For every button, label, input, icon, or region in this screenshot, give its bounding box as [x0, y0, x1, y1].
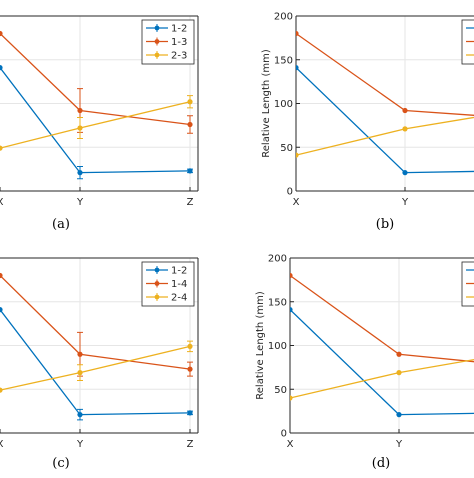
x-tick-label: X — [287, 439, 294, 450]
series-line — [0, 309, 191, 416]
series-line — [296, 32, 474, 116]
data-point — [396, 412, 402, 418]
y-tick-label: 50 — [280, 143, 293, 154]
legend-label: 1-3 — [171, 37, 187, 48]
caption-c: (c) — [52, 456, 70, 471]
data-point — [296, 30, 299, 37]
series-group — [0, 30, 193, 180]
series-group — [0, 272, 193, 421]
chart-panel-4: 0 50 100 150 200 Relative Length (mm) X Y — [255, 254, 474, 450]
x-tick-label: Y — [401, 197, 409, 208]
legend: 1-2 1-3 2-3 — [141, 19, 195, 65]
x-tick-label: X — [0, 197, 4, 208]
data-point — [187, 121, 193, 128]
legend-label: 1-2 — [171, 24, 187, 35]
data-point — [77, 170, 83, 176]
data-point — [396, 351, 402, 357]
series-line — [0, 101, 191, 149]
series-line — [0, 345, 191, 391]
axes-frame — [0, 15, 199, 192]
data-point — [0, 272, 3, 279]
series-line — [290, 358, 474, 399]
data-point — [402, 107, 408, 114]
series-group — [290, 272, 474, 418]
x-tick-label: Y — [76, 439, 84, 450]
data-point — [296, 65, 299, 71]
series-group — [296, 30, 474, 176]
y-tick-label: 150 — [268, 297, 287, 308]
x-tick-label: Y — [76, 197, 84, 208]
y-tick-label: 0 — [281, 429, 287, 440]
y-tick-label: 50 — [274, 385, 287, 396]
data-point — [187, 343, 193, 349]
data-point — [0, 30, 3, 37]
grid-lines — [296, 16, 474, 191]
x-tick-label: Z — [187, 197, 194, 208]
series-line — [296, 116, 474, 156]
legend — [461, 19, 474, 65]
data-point — [187, 366, 193, 372]
data-point — [402, 126, 408, 132]
series-line — [0, 67, 191, 174]
chart-panel-2: 0 50 100 150 200 Relative Length (mm) X Y — [261, 12, 474, 208]
data-point — [0, 307, 3, 313]
caption-a: (a) — [52, 217, 70, 232]
data-point — [77, 125, 83, 131]
y-tick-label: 100 — [274, 99, 293, 110]
y-tick-label: 0 — [287, 187, 293, 198]
chart-panel-3: X Y Z 1-2 1-4 2-4 — [0, 257, 199, 450]
data-point — [77, 351, 83, 357]
data-point — [402, 170, 408, 176]
x-tick-label: X — [293, 197, 300, 208]
y-tick-label: 200 — [268, 254, 287, 265]
data-point — [290, 395, 293, 401]
y-tick-label: 200 — [274, 12, 293, 23]
data-point — [77, 107, 83, 114]
data-point — [187, 410, 193, 416]
legend-label: 2-3 — [171, 51, 187, 62]
data-point — [0, 387, 3, 393]
data-point — [187, 99, 193, 105]
caption-d: (d) — [371, 456, 391, 471]
data-point — [396, 370, 402, 376]
legend — [461, 261, 474, 307]
data-point — [290, 272, 293, 279]
y-tick-label: 100 — [268, 341, 287, 352]
x-tick-label: Y — [395, 439, 403, 450]
x-tick-label: X — [0, 439, 4, 450]
legend: 1-2 1-4 2-4 — [141, 261, 195, 307]
data-point — [0, 65, 3, 71]
legend-label: 1-4 — [171, 279, 187, 290]
axes-frame — [0, 257, 199, 434]
y-axis-label: Relative Length (mm) — [255, 291, 266, 400]
legend-label: 2-4 — [171, 293, 187, 304]
legend-label: 1-2 — [171, 266, 187, 277]
data-point — [187, 168, 193, 174]
y-axis-label: Relative Length (mm) — [261, 49, 272, 158]
series-line — [290, 274, 474, 363]
chart-panel-1: X Y Z 1-2 1-3 2-3 — [0, 15, 199, 208]
data-point — [77, 370, 83, 376]
caption-b: (b) — [375, 217, 395, 232]
data-point — [77, 412, 83, 418]
y-tick-label: 150 — [274, 55, 293, 66]
grid-lines — [290, 258, 474, 433]
data-point — [290, 307, 293, 313]
x-tick-label: Z — [187, 439, 194, 450]
data-point — [296, 152, 299, 158]
series-line — [296, 67, 474, 174]
series-line — [290, 309, 474, 416]
data-point — [0, 145, 3, 151]
